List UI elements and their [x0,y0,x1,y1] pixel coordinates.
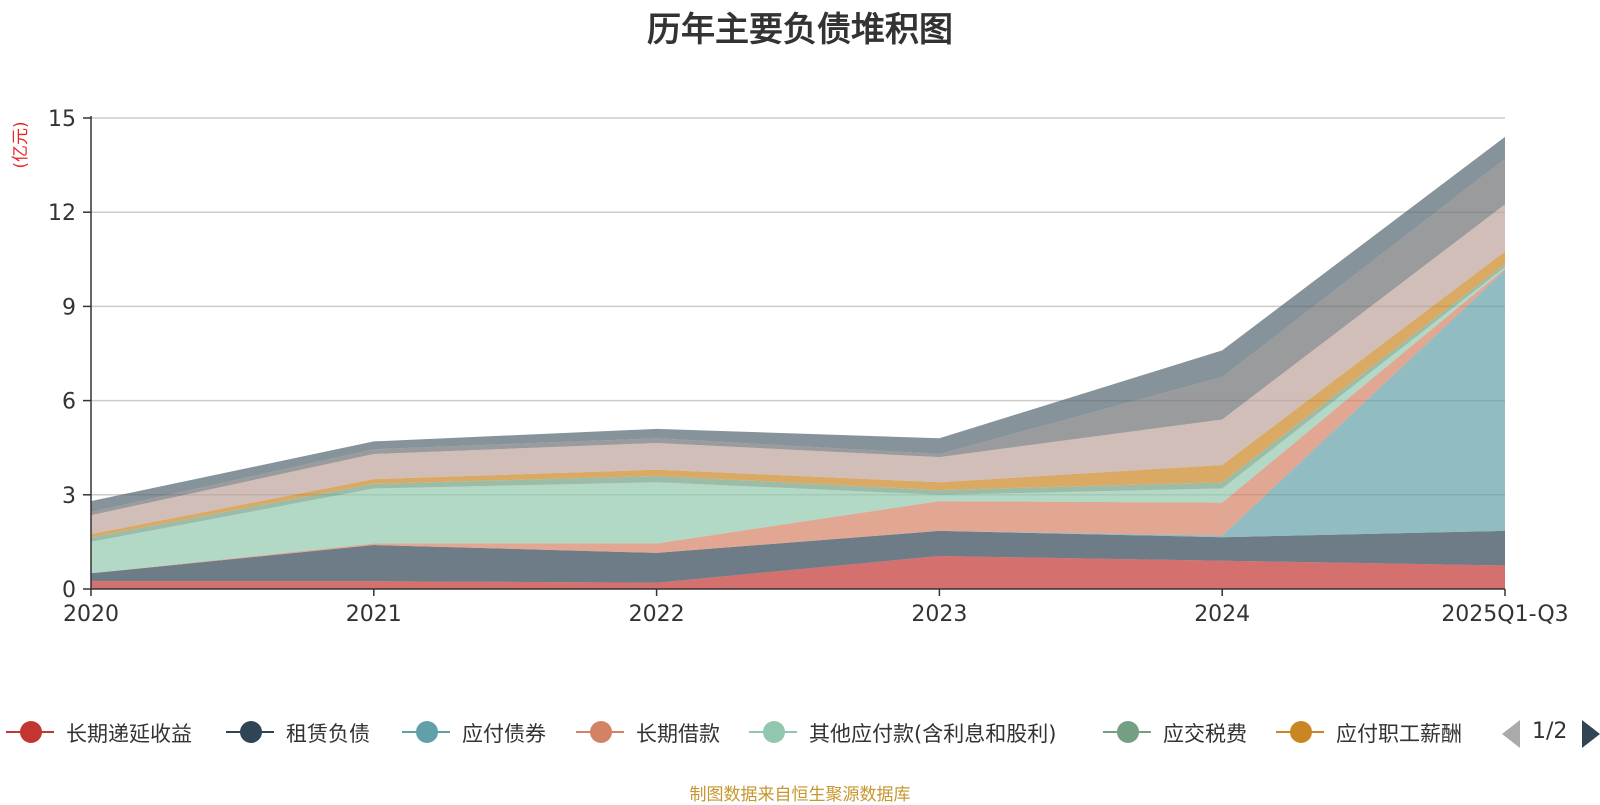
legend-marker-icon [20,721,42,743]
area-series-9[interactable] [91,136,1505,513]
legend: 长期递延收益 租赁负债 应付债券 长期借款 其他应付款(含利息和股利) 应交税费 应付职工薪… [0,712,1482,752]
x-tick-label: 2023 [911,602,967,627]
legend-marker-icon [240,721,262,743]
legend-prev-page-button[interactable] [1502,720,1520,748]
x-tick-label: 2024 [1194,602,1250,627]
legend-label: 应交税费 [1163,722,1247,746]
legend-marker-icon [763,721,785,743]
axes: 0 3 6 9 12 15 2020 2021 2022 2023 2024 2025Q1-Q3 [48,107,1569,627]
area-series [91,136,1505,589]
area-series-4[interactable] [91,267,1505,574]
y-tick-label: 12 [48,201,76,226]
x-tick-label: 2020 [63,602,119,627]
chart-title: 历年主要负债堆积图 [647,10,953,50]
x-tick-label: 2021 [346,602,402,627]
area-series-5[interactable] [91,264,1505,542]
area-series-0[interactable] [91,556,1505,589]
legend-marker-icon [1290,721,1312,743]
legend-label: 其他应付款(含利息和股利) [809,722,1057,746]
legend-marker-icon [1117,721,1139,743]
legend-label: 长期递延收益 [66,722,192,746]
legend-label: 应付职工薪酬 [1336,722,1462,746]
x-tick-label: 2025Q1-Q3 [1441,602,1568,627]
legend-marker-icon [590,721,612,743]
y-tick-label: 0 [62,578,76,603]
y-axis-unit-label: (亿元) [11,121,31,168]
legend-label: 应付债券 [462,722,546,746]
legend-page-indicator: 1/2 [1532,719,1568,744]
legend-label: 长期借款 [636,722,720,746]
legend-next-page-button[interactable] [1582,720,1600,748]
area-series-7[interactable] [91,204,1505,535]
source-note: 制图数据来自恒生聚源数据库 [689,785,911,805]
legend-label: 租赁负债 [286,722,370,746]
x-tick-label: 2022 [629,602,685,627]
y-tick-label: 3 [62,484,76,509]
area-series-1[interactable] [91,530,1505,583]
legend-marker-icon [416,721,438,743]
area-series-6[interactable] [91,251,1505,538]
y-tick-label: 9 [62,295,76,320]
area-series-8[interactable] [91,158,1505,516]
stacked-area-chart: 0 3 6 9 12 15 2020 2021 2022 2023 2024 2025Q1-Q3 (亿… [11,107,1569,627]
y-tick-label: 6 [62,390,76,415]
y-tick-label: 15 [48,107,76,132]
